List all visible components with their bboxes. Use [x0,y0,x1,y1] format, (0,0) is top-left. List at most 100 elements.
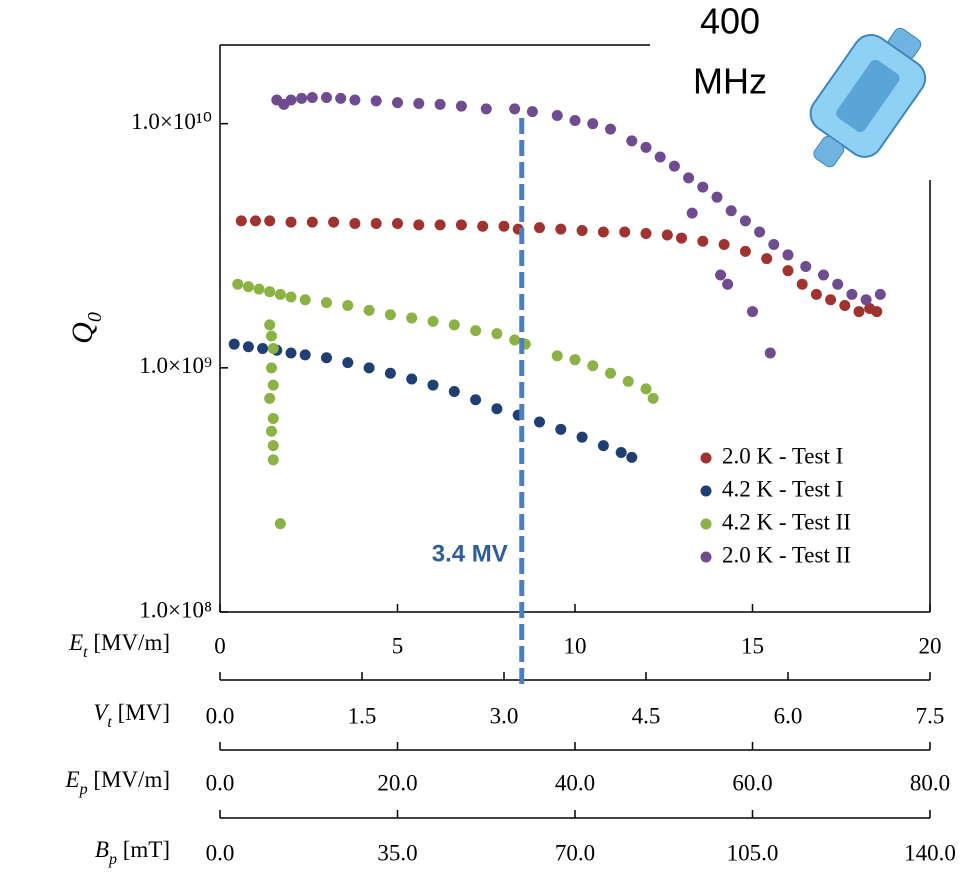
data-point [577,225,588,236]
data-point [875,289,886,300]
data-point [761,253,772,264]
data-point [719,239,730,250]
data-point [385,309,396,320]
x-tick-label: 105.0 [727,840,779,865]
data-point [268,343,279,354]
data-point [413,219,424,230]
data-point [268,440,279,451]
data-point [587,118,598,129]
data-point [811,289,822,300]
legend-label: 4.2 K - Test II [722,509,851,534]
data-point [648,393,659,404]
data-point [783,265,794,276]
data-point [726,205,737,216]
data-point [765,348,776,359]
x-label-symbol: B [95,837,109,862]
data-point [747,306,758,317]
data-point [266,426,277,437]
data-point [598,227,609,238]
chart: 400 MHz 1.0×10⁸1.0×10⁹1.0×10¹⁰Q005101520… [0,0,965,874]
data-point [371,95,382,106]
data-point [491,328,502,339]
data-point [797,279,808,290]
data-point [449,319,460,330]
y-tick-label: 1.0×10⁹ [139,353,212,378]
data-point [605,368,616,379]
data-point [250,215,261,226]
data-point [676,233,687,244]
x-label-symbol: E [65,767,80,792]
data-point [655,152,666,163]
x-tick-label: 5 [392,633,404,658]
data-point [839,300,850,311]
data-point [428,316,439,327]
data-point [286,292,297,303]
data-point [783,249,794,260]
data-point [268,380,279,391]
x-axis-label: Ep [MV/m] [65,767,170,798]
legend-marker [701,552,712,563]
title-line: MHz [693,61,767,102]
data-point [449,386,460,397]
data-point [349,218,360,229]
data-point [626,135,637,146]
x-tick-label: 40.0 [555,770,595,795]
data-point [800,261,811,272]
x-tick-label: 35.0 [377,840,417,865]
data-point [740,215,751,226]
data-point [623,376,634,387]
x-tick-label: 1.5 [348,703,377,728]
data-point [236,215,247,226]
data-point [257,343,268,354]
data-point [491,403,502,414]
data-point [392,218,403,229]
data-point [470,325,481,336]
data-point [428,380,439,391]
data-point [846,289,857,300]
x-tick-label: 7.5 [916,703,945,728]
data-point [871,306,882,317]
data-point [321,92,332,103]
data-point [552,110,563,121]
data-point [477,221,488,232]
data-point [470,394,481,405]
data-point [321,297,332,308]
x-label-unit: [MV] [112,700,170,725]
legend-marker [701,519,712,530]
data-point [552,350,563,361]
data-point [266,362,277,373]
legend-marker [701,453,712,464]
legend-label: 4.2 K - Test I [722,476,843,501]
x-tick-label: 4.5 [632,703,661,728]
data-point [662,229,673,240]
data-point [577,432,588,443]
y-label-symbol: Q [66,322,99,344]
legend-marker [701,486,712,497]
data-point [328,217,339,228]
data-point [555,424,566,435]
data-point [456,101,467,112]
data-point [768,239,779,250]
y-axis-label: Q0 [66,312,106,344]
x-label-unit: [MV/m] [88,767,170,792]
data-point [300,294,311,305]
x-label-sub: p [108,851,117,868]
data-point [555,224,566,235]
data-point [266,331,277,342]
x-tick-label: 10 [564,633,587,658]
data-point [712,192,723,203]
data-point [587,360,598,371]
data-point [481,103,492,114]
x-tick-label: 60.0 [732,770,772,795]
data-point [264,215,275,226]
data-point [435,99,446,110]
x-tick-label: 6.0 [774,703,803,728]
data-point [570,354,581,365]
x-label-unit: [mT] [117,837,170,862]
x-tick-label: 20.0 [377,770,417,795]
x-tick-label: 15 [741,633,764,658]
data-point [349,95,360,106]
data-point [669,161,680,172]
y-tick-label: 1.0×10¹⁰ [131,109,212,134]
x-tick-label: 0.0 [206,703,235,728]
